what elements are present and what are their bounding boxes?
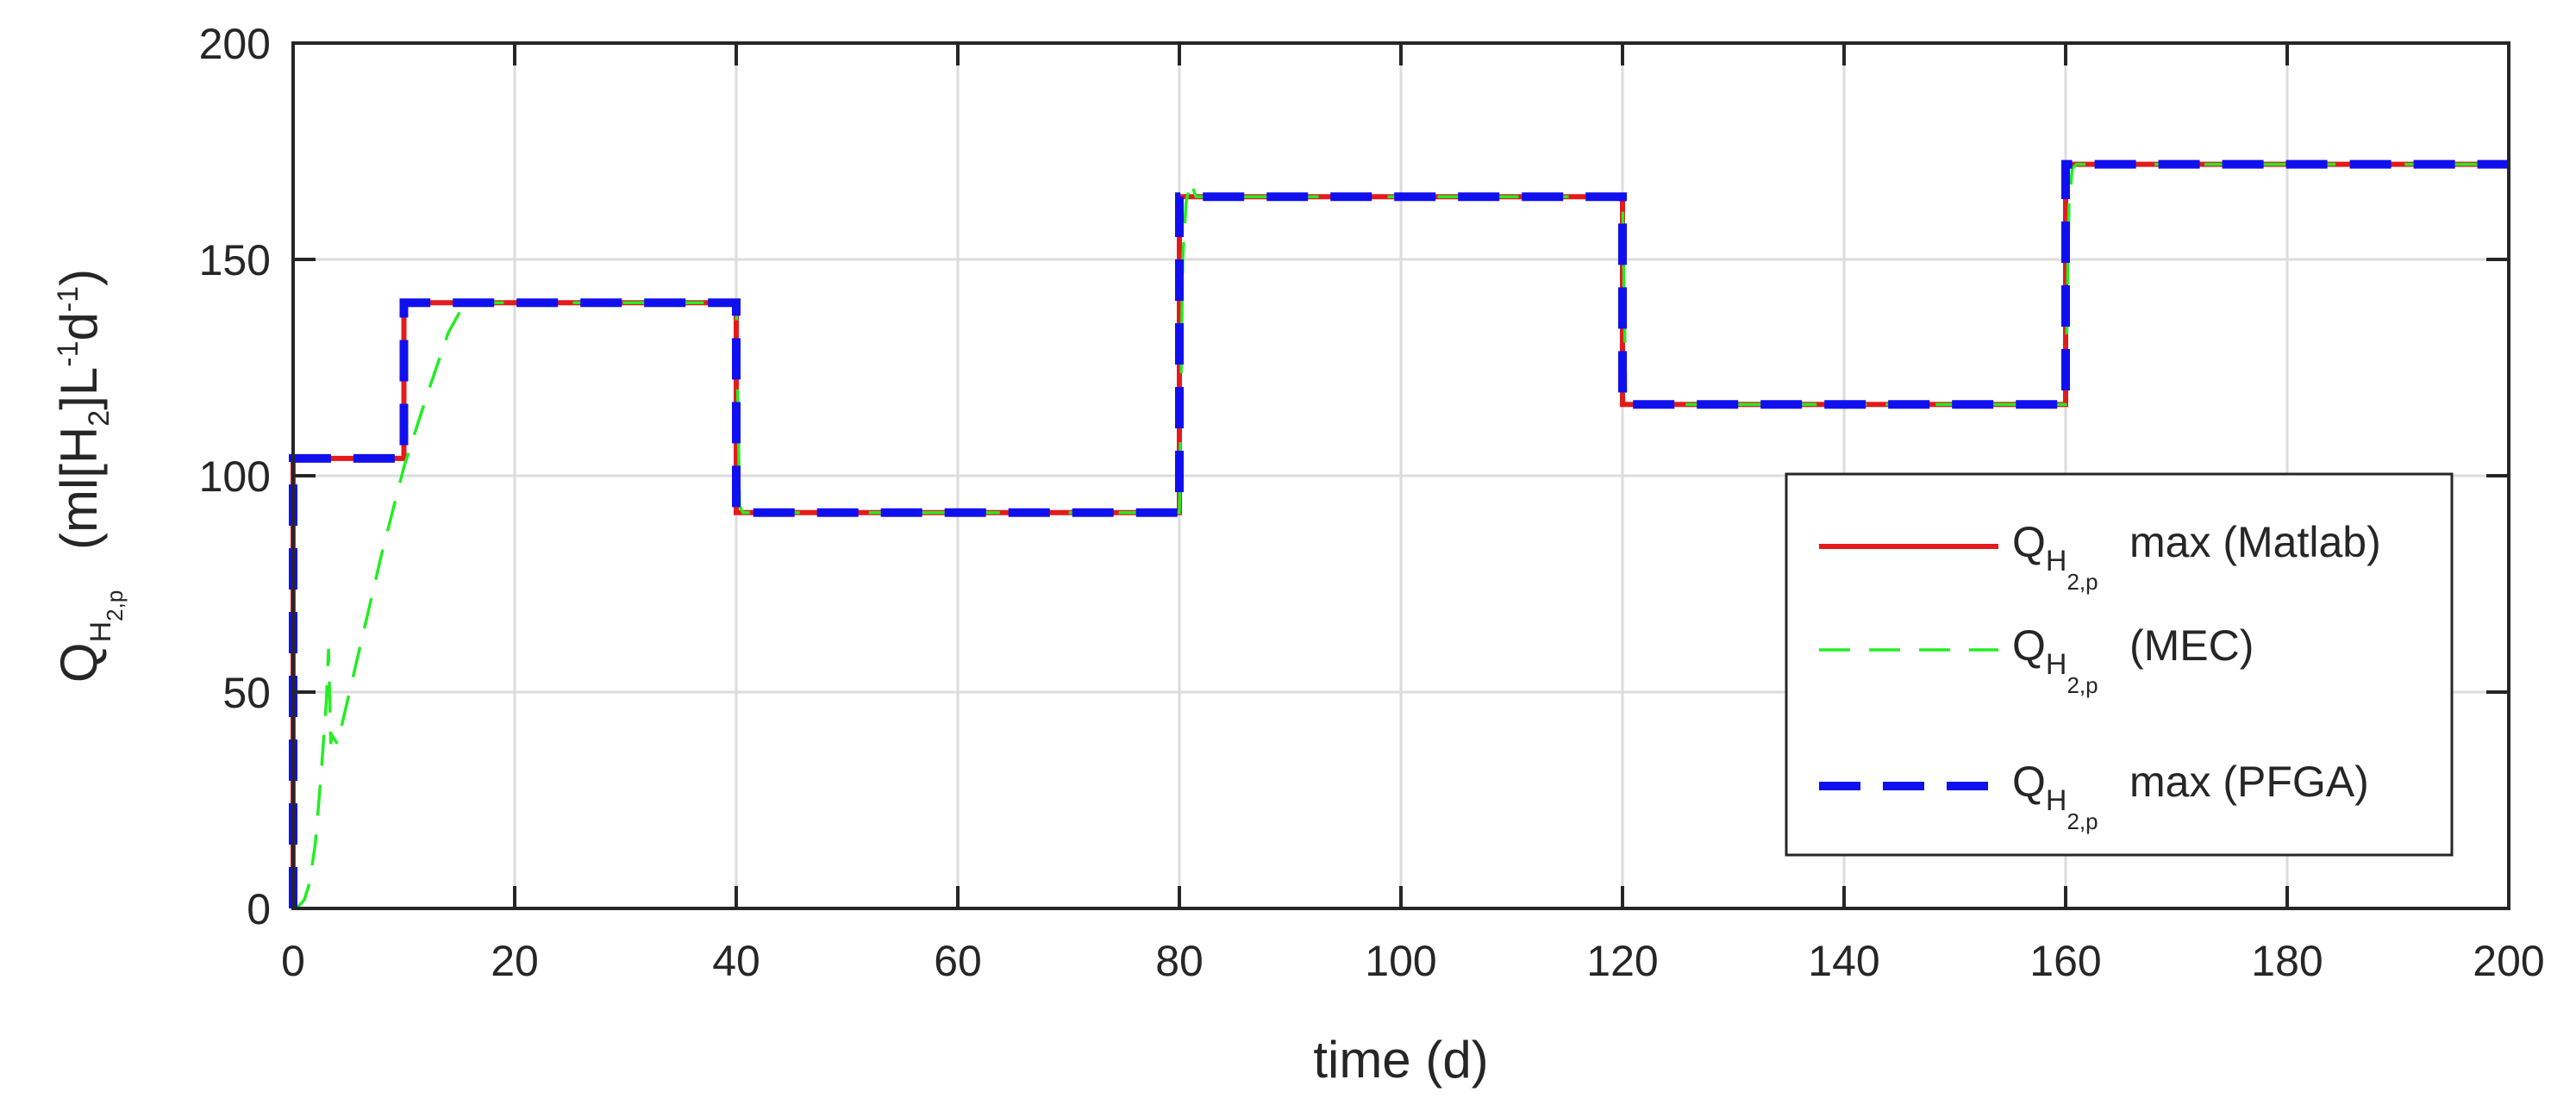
x-tick-label: 80 bbox=[1155, 937, 1204, 985]
y-tick-label: 150 bbox=[199, 236, 271, 284]
legend-box bbox=[1785, 472, 2454, 857]
y-axis-title-units-sub: 2 bbox=[83, 410, 116, 427]
x-axis-title: time (d) bbox=[1313, 1031, 1488, 1089]
svg-text:QH2,p (ml[H2]L-1d-1): QH2,p (ml[H2]L-1d-1) bbox=[50, 269, 128, 683]
x-tick-label: 200 bbox=[2473, 937, 2544, 985]
legend-label-mec: QH2,p(MEC) bbox=[2012, 621, 2254, 698]
x-tick-label: 120 bbox=[1586, 937, 1658, 985]
x-tick-label: 20 bbox=[491, 937, 539, 985]
y-axis-title-units-d: d bbox=[50, 312, 108, 340]
x-tick-label: 60 bbox=[934, 937, 982, 985]
y-axis-title-units-mid: ]L bbox=[50, 367, 108, 410]
y-tick-label: 200 bbox=[199, 20, 271, 68]
legend-label-matlab: QH2,pmax (Matlab) bbox=[2012, 518, 2381, 595]
y-axis-title-units-open: (ml[H bbox=[50, 427, 108, 550]
y-tick-label: 50 bbox=[222, 669, 271, 717]
axis-ticks: 0 20 40 60 80 100 120 140 160 180 200 0 50 100 150 200 bbox=[199, 20, 2545, 985]
series-layer bbox=[289, 159, 2509, 910]
y-axis-title: QH2,p (ml[H2]L-1d-1) bbox=[50, 269, 128, 683]
y-axis-title-units-exp1: -1 bbox=[52, 341, 84, 367]
y-axis-title-units-close: ) bbox=[50, 269, 108, 286]
x-tick-label: 0 bbox=[281, 937, 305, 985]
y-axis-title-sub-index: 2,p bbox=[102, 590, 128, 621]
y-axis-title-sub-main: H bbox=[84, 621, 117, 643]
y-axis-title-units-exp2: -1 bbox=[52, 286, 84, 312]
x-tick-label: 140 bbox=[1808, 937, 1879, 985]
x-tick-label: 160 bbox=[2029, 937, 2101, 985]
y-tick-label: 100 bbox=[199, 452, 271, 501]
x-tick-label: 100 bbox=[1365, 937, 1436, 985]
y-tick-label: 0 bbox=[247, 885, 271, 933]
x-tick-label: 180 bbox=[2251, 937, 2323, 985]
y-axis-title-base: Q bbox=[50, 642, 108, 683]
legend: QH2,pmax (Matlab) QH2,p(MEC) QH2,pmax (PFG… bbox=[1785, 472, 2454, 857]
x-tick-label: 40 bbox=[712, 937, 760, 985]
legend-label-pfga: QH2,pmax (PFGA) bbox=[2012, 758, 2369, 834]
